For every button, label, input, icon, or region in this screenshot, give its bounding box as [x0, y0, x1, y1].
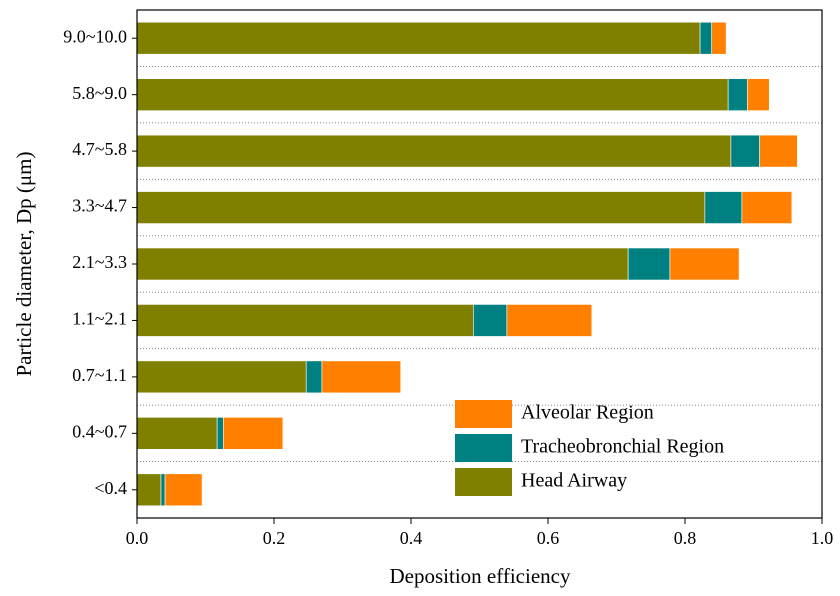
bar-segment: [321, 360, 402, 394]
bar-segment: [627, 247, 671, 281]
bar-segment: [136, 360, 307, 394]
bar-segment: [730, 134, 760, 168]
x-tick-label: 0.8: [674, 528, 697, 548]
bar-segment: [741, 191, 793, 224]
bar-segment: [759, 134, 798, 168]
legend-label: Alveolar Region: [521, 402, 654, 424]
y-tick-label: 3.3~4.7: [72, 196, 127, 216]
bar-segment: [136, 473, 162, 507]
y-tick-label: 0.7~1.1: [72, 365, 127, 385]
bar-segment: [136, 21, 701, 55]
bar-segment: [136, 134, 732, 168]
legend-label: Head Airway: [521, 470, 627, 492]
bar-segment: [727, 78, 748, 111]
legend-label: Tracheobronchial Region: [521, 436, 724, 458]
bar-segment: [473, 304, 508, 337]
bar-segment: [136, 247, 629, 281]
bar-segment: [223, 417, 284, 450]
y-axis-label: Particle diameter, Dp (μm): [12, 151, 36, 376]
x-tick-label: 0.6: [537, 528, 560, 548]
y-tick-label: 2.1~3.3: [72, 252, 127, 272]
bar-segment: [164, 473, 203, 507]
plot-frame: [136, 9, 823, 519]
x-tick-label: 0.0: [126, 528, 149, 548]
bar-segment: [669, 247, 740, 281]
bar-segment: [136, 191, 706, 224]
y-tick-label: 1.1~2.1: [72, 309, 127, 329]
bar-segment: [699, 21, 713, 55]
bar-segment: [305, 360, 323, 394]
legend-swatch: [455, 434, 512, 462]
bar-segment: [136, 417, 218, 450]
bar-segment: [747, 78, 770, 111]
y-tick-label: 5.8~9.0: [72, 83, 127, 103]
x-axis-label: Deposition efficiency: [390, 564, 571, 588]
bar-segment: [704, 191, 743, 224]
y-tick-label: <0.4: [94, 478, 127, 498]
y-tick-label: 0.4~0.7: [72, 421, 127, 441]
x-tick-label: 0.2: [263, 528, 286, 548]
legend-swatch: [455, 400, 512, 428]
bar-segment: [136, 304, 474, 337]
x-tick-label: 1.0: [811, 528, 834, 548]
y-tick-label: 4.7~5.8: [72, 139, 127, 159]
bar-segment: [216, 417, 224, 450]
bar-segment: [160, 473, 166, 507]
bar-segment: [711, 21, 727, 55]
bar-segment: [506, 304, 593, 337]
y-tick-label: 9.0~10.0: [63, 26, 127, 46]
legend-swatch: [455, 468, 512, 496]
bar-segment: [136, 78, 729, 111]
x-tick-label: 0.4: [400, 528, 423, 548]
